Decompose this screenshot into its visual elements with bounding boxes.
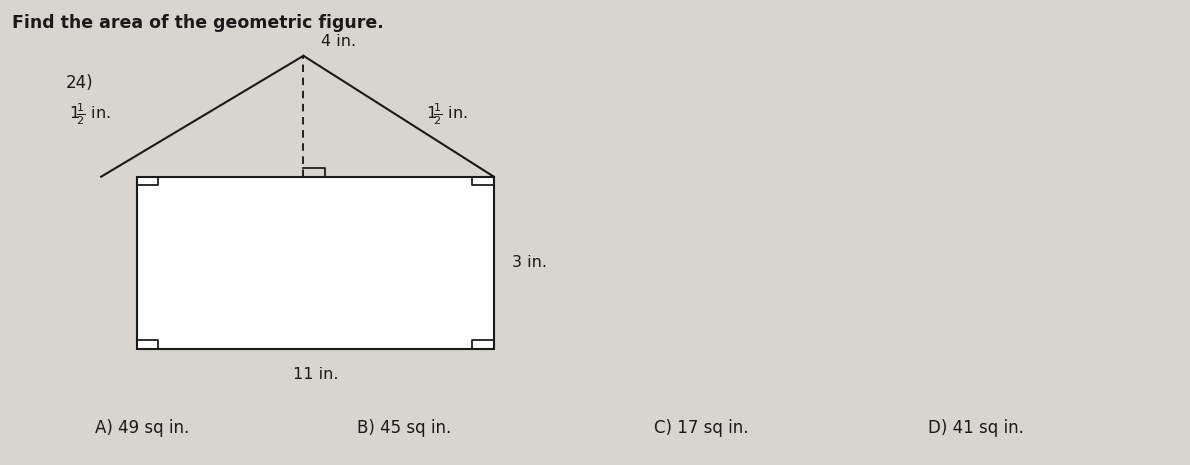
Text: 24): 24) [65, 74, 93, 93]
Bar [137, 177, 494, 349]
Text: C) 17 sq in.: C) 17 sq in. [654, 419, 749, 437]
Text: 4 in.: 4 in. [321, 34, 357, 49]
Text: 11 in.: 11 in. [293, 367, 338, 382]
Text: $1\!\frac{1}{2}$ in.: $1\!\frac{1}{2}$ in. [69, 101, 111, 127]
Text: Find the area of the geometric figure.: Find the area of the geometric figure. [12, 14, 383, 32]
Text: A) 49 sq in.: A) 49 sq in. [95, 419, 189, 437]
Text: 3 in.: 3 in. [512, 255, 546, 270]
Text: D) 41 sq in.: D) 41 sq in. [928, 419, 1025, 437]
Text: B) 45 sq in.: B) 45 sq in. [357, 419, 451, 437]
Text: $1\!\frac{1}{2}$ in.: $1\!\frac{1}{2}$ in. [426, 101, 468, 127]
